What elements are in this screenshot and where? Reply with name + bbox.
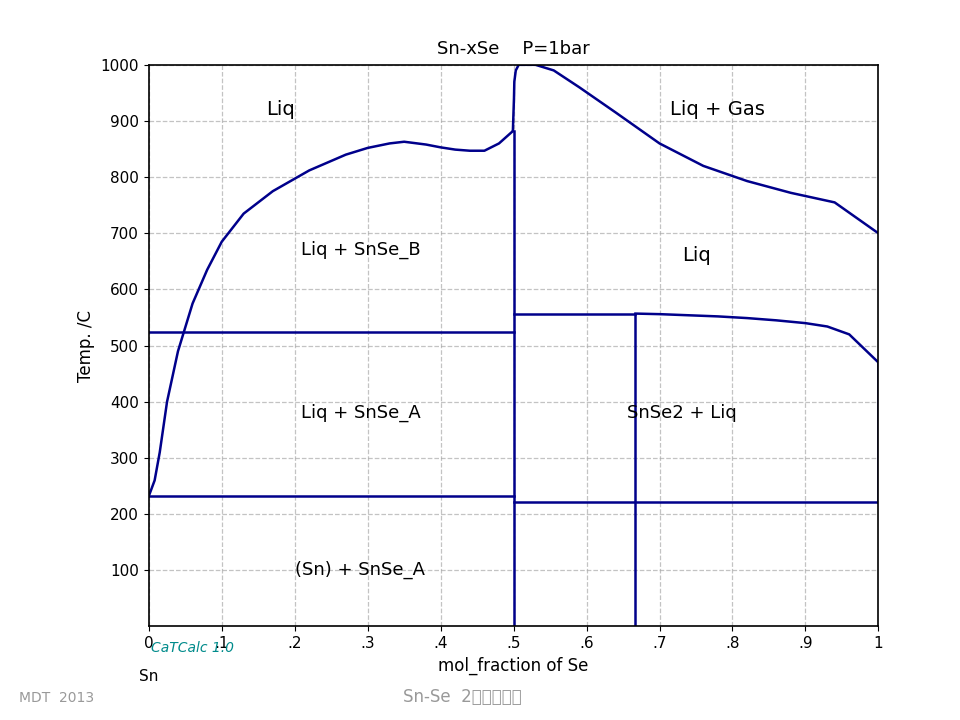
Text: (Sn) + SnSe_A: (Sn) + SnSe_A [296, 561, 425, 580]
Text: Liq + SnSe_A: Liq + SnSe_A [300, 404, 420, 422]
Text: Liq + SnSe_B: Liq + SnSe_B [300, 241, 420, 259]
Text: Liq: Liq [266, 100, 295, 120]
Text: Liq + Gas: Liq + Gas [670, 100, 765, 120]
Text: MDT  2013: MDT 2013 [19, 691, 94, 705]
Text: CaTCalc 1.0: CaTCalc 1.0 [151, 641, 233, 654]
Title: Sn-xSe    P=1bar: Sn-xSe P=1bar [437, 40, 590, 58]
Y-axis label: Temp. /C: Temp. /C [77, 310, 95, 382]
Text: Sn-Se  2元系状態図: Sn-Se 2元系状態図 [403, 688, 522, 706]
Text: SnSe2 + Liq: SnSe2 + Liq [627, 404, 736, 422]
Text: Sn: Sn [139, 668, 158, 683]
X-axis label: mol_fraction of Se: mol_fraction of Se [439, 657, 588, 675]
Text: Liq: Liq [682, 246, 710, 265]
